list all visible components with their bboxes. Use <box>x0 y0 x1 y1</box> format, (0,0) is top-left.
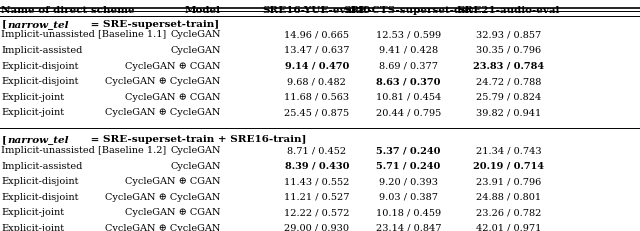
Text: 5.37 / 0.240: 5.37 / 0.240 <box>376 146 440 155</box>
Text: 29.00 / 0.930: 29.00 / 0.930 <box>284 224 349 231</box>
Text: 9.68 / 0.482: 9.68 / 0.482 <box>287 77 346 86</box>
Text: Explicit-disjoint: Explicit-disjoint <box>1 77 79 86</box>
Text: CycleGAN ⊕ CycleGAN: CycleGAN ⊕ CycleGAN <box>106 193 221 202</box>
Text: Implicit-unassisted [Baseline 1.2]: Implicit-unassisted [Baseline 1.2] <box>1 146 166 155</box>
Text: [: [ <box>1 20 6 29</box>
Text: Explicit-joint: Explicit-joint <box>1 93 65 102</box>
Text: 25.45 / 0.875: 25.45 / 0.875 <box>284 108 349 117</box>
Text: 11.43 / 0.552: 11.43 / 0.552 <box>284 177 349 186</box>
Text: 5.71 / 0.240: 5.71 / 0.240 <box>376 162 440 171</box>
Text: Explicit-disjoint: Explicit-disjoint <box>1 193 79 202</box>
Text: CycleGAN ⊕ CycleGAN: CycleGAN ⊕ CycleGAN <box>106 224 221 231</box>
Text: 10.81 / 0.454: 10.81 / 0.454 <box>376 93 441 102</box>
Text: 23.26 / 0.782: 23.26 / 0.782 <box>476 208 541 217</box>
Text: [: [ <box>1 135 6 144</box>
Text: 42.01 / 0.971: 42.01 / 0.971 <box>476 224 541 231</box>
Text: CycleGAN ⊕ CycleGAN: CycleGAN ⊕ CycleGAN <box>106 108 221 117</box>
Text: 20.19 / 0.714: 20.19 / 0.714 <box>474 162 544 171</box>
Text: SRE16-YUE-eval40: SRE16-YUE-eval40 <box>262 6 371 15</box>
Text: 21.34 / 0.743: 21.34 / 0.743 <box>476 146 541 155</box>
Text: CycleGAN: CycleGAN <box>170 162 221 171</box>
Text: 23.91 / 0.796: 23.91 / 0.796 <box>476 177 541 186</box>
Text: 23.14 / 0.847: 23.14 / 0.847 <box>376 224 441 231</box>
Text: 32.93 / 0.857: 32.93 / 0.857 <box>476 30 541 40</box>
Text: CycleGAN: CycleGAN <box>170 46 221 55</box>
Text: 8.63 / 0.370: 8.63 / 0.370 <box>376 77 440 86</box>
Text: SRE21-audio-eval: SRE21-audio-eval <box>458 6 560 15</box>
Text: Explicit-joint: Explicit-joint <box>1 224 65 231</box>
Text: Implicit-assisted: Implicit-assisted <box>1 46 83 55</box>
Text: = SRE-superset-train]: = SRE-superset-train] <box>87 20 220 29</box>
Text: 10.18 / 0.459: 10.18 / 0.459 <box>376 208 441 217</box>
Text: = SRE-superset-train + SRE16-train]: = SRE-superset-train + SRE16-train] <box>87 135 307 144</box>
Text: 39.82 / 0.941: 39.82 / 0.941 <box>476 108 541 117</box>
Text: CycleGAN ⊕ CycleGAN: CycleGAN ⊕ CycleGAN <box>106 77 221 86</box>
Text: CycleGAN ⊕ CGAN: CycleGAN ⊕ CGAN <box>125 61 221 70</box>
Text: 30.35 / 0.796: 30.35 / 0.796 <box>476 46 541 55</box>
Text: CycleGAN ⊕ CGAN: CycleGAN ⊕ CGAN <box>125 93 221 102</box>
Text: CycleGAN ⊕ CGAN: CycleGAN ⊕ CGAN <box>125 177 221 186</box>
Text: Model: Model <box>185 6 221 15</box>
Text: Explicit-joint: Explicit-joint <box>1 208 65 217</box>
Text: 11.68 / 0.563: 11.68 / 0.563 <box>284 93 349 102</box>
Text: 8.69 / 0.377: 8.69 / 0.377 <box>379 61 438 70</box>
Text: 23.83 / 0.784: 23.83 / 0.784 <box>473 61 545 70</box>
Text: 25.79 / 0.824: 25.79 / 0.824 <box>476 93 541 102</box>
Text: Explicit-joint: Explicit-joint <box>1 108 65 117</box>
Text: 14.96 / 0.665: 14.96 / 0.665 <box>284 30 349 40</box>
Text: 13.47 / 0.637: 13.47 / 0.637 <box>284 46 349 55</box>
Text: Explicit-disjoint: Explicit-disjoint <box>1 61 79 70</box>
Text: Implicit-assisted: Implicit-assisted <box>1 162 83 171</box>
Text: narrow_tel: narrow_tel <box>8 135 69 144</box>
Text: 8.71 / 0.452: 8.71 / 0.452 <box>287 146 346 155</box>
Text: 20.44 / 0.795: 20.44 / 0.795 <box>376 108 441 117</box>
Text: 9.03 / 0.387: 9.03 / 0.387 <box>379 193 438 202</box>
Text: 12.22 / 0.572: 12.22 / 0.572 <box>284 208 349 217</box>
Text: 11.21 / 0.527: 11.21 / 0.527 <box>284 193 349 202</box>
Text: 8.39 / 0.430: 8.39 / 0.430 <box>285 162 349 171</box>
Text: narrow_tel: narrow_tel <box>8 20 69 29</box>
Text: Explicit-disjoint: Explicit-disjoint <box>1 177 79 186</box>
Text: CycleGAN: CycleGAN <box>170 30 221 40</box>
Text: CycleGAN: CycleGAN <box>170 146 221 155</box>
Text: 9.41 / 0.428: 9.41 / 0.428 <box>379 46 438 55</box>
Text: 9.14 / 0.470: 9.14 / 0.470 <box>285 61 349 70</box>
Text: Implicit-unassisted [Baseline 1.1]: Implicit-unassisted [Baseline 1.1] <box>1 30 166 40</box>
Text: CycleGAN ⊕ CGAN: CycleGAN ⊕ CGAN <box>125 208 221 217</box>
Text: 24.72 / 0.788: 24.72 / 0.788 <box>476 77 541 86</box>
Text: 24.88 / 0.801: 24.88 / 0.801 <box>476 193 541 202</box>
Text: Name of direct scheme: Name of direct scheme <box>1 6 135 15</box>
Text: 9.20 / 0.393: 9.20 / 0.393 <box>379 177 438 186</box>
Text: SRE-CTS-superset-dev: SRE-CTS-superset-dev <box>343 6 474 15</box>
Text: 12.53 / 0.599: 12.53 / 0.599 <box>376 30 441 40</box>
